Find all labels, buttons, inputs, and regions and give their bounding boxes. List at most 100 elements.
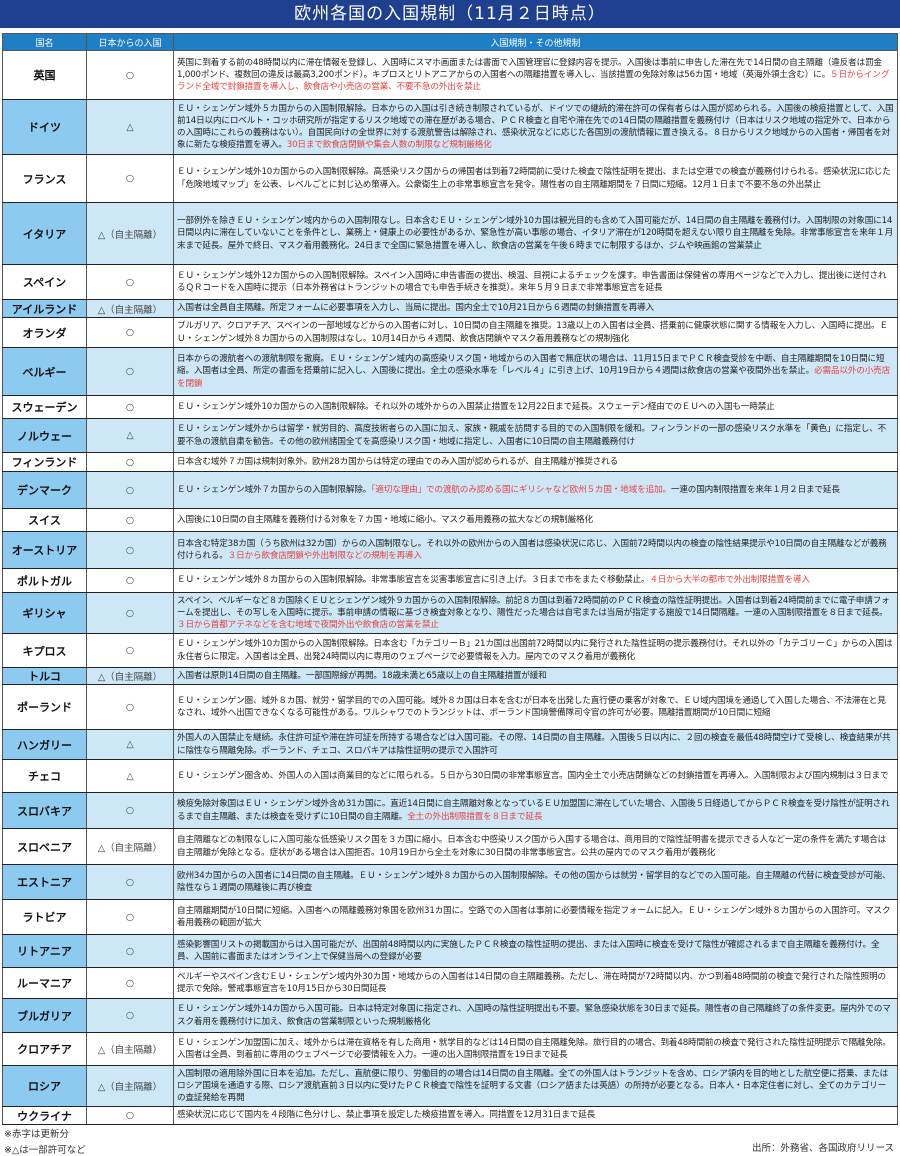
regulation-text: ＥＵ・シェンゲン圏含め、外国人の入国は商業目的などに限られる。５日から30日間の… <box>173 759 898 793</box>
regulation-main: 欧州34カ国からの入国者に14日間の自主隔離。ＥＵ・シェンゲン域外８カ国からの入… <box>177 870 891 893</box>
country-name: 英国 <box>2 50 87 100</box>
table-row: ハンガリー △ 外国人の入国禁止を継続。永住許可証や滞在許可証を所持する場合などは入… <box>2 729 898 760</box>
header-rules: 入国規制・その他規制 <box>173 33 898 51</box>
entry-status: ○ <box>86 452 174 472</box>
footnote-triangle: ※△は一部許可など <box>4 1145 86 1156</box>
regulation-text: ＥＵ・シェンゲン域外10カ国からの入国制限解除。日本含む「カテゴリーＢ」21カ国… <box>173 633 898 668</box>
table-row: ラトビア ○ 自主隔離期間が10日間に短縮。入国者への隔離義務対象国を欧州31カ国に… <box>2 899 898 935</box>
entry-status: △（自主隔離） <box>86 1032 174 1066</box>
country-name: スペイン <box>2 264 87 300</box>
regulation-text: 一部例外を除きＥＵ・シェンゲン域内からの入国制限なし。日本含むＥＵ・シェンゲン域… <box>173 202 898 265</box>
entry-status: △（自主隔離） <box>86 202 174 265</box>
regulation-text: 外国人の入国禁止を継続。永住許可証や滞在許可証を所持する場合などは入国可能。その… <box>173 729 898 760</box>
table-row: クロアチア △（自主隔離） ＥＵ・シェンゲン加盟国に加え、域外からは滞在資格を有した… <box>2 1032 898 1066</box>
regulation-main: ＥＵ・シェンゲン域外12カ国からの入国制限解除。スペイン入国時に申告書面の提出、… <box>177 270 887 293</box>
regulation-text: ＥＵ・シェンゲン域外からは留学・就労目的、高度技術者らの入国に加え、家族・親戚を… <box>173 418 898 453</box>
regulation-main: ＥＵ・シェンゲン域外８カ国からの入国制限解除。非常事態宣言を災害事態宣言に引き上… <box>177 575 650 586</box>
regulation-main: 日本からの渡航者への渡航制限を撤廃。ＥＵ・シェンゲン域内の高感染リスク国・地域か… <box>177 354 885 377</box>
regulation-main: ブルガリア、クロアチア、スペインの一部地域などからの入国者に対し、10日間の自主… <box>177 321 888 344</box>
table-row: ポーランド ○ ＥＵ・シェンゲン圏、域外８カ国、就労・留学目的での入国可能。域外８カ… <box>2 684 898 730</box>
regulation-text: 日本含む域外７カ国は規制対象外。欧州28カ国からは特定の理由でのみ入国が認められ… <box>173 452 898 472</box>
country-name: オーストリア <box>2 531 87 569</box>
regulation-main: 日本含む域外７カ国は規制対象外。欧州28カ国からは特定の理由でのみ入国が認められ… <box>177 456 619 467</box>
entry-status: △ <box>86 99 174 155</box>
country-name: イタリア <box>2 202 87 265</box>
entry-status: ○ <box>86 684 174 730</box>
country-name: スロバキア <box>2 792 87 829</box>
country-name: デンマーク <box>2 471 87 509</box>
entry-status: △（自主隔離） <box>86 667 174 685</box>
country-name: スロベニア <box>2 828 87 865</box>
country-name: クロアチア <box>2 1032 87 1066</box>
regulation-main: 自主隔離などの制限なしに入国可能な低感染リスク国を３カ国に縮小。日本含む中感染リ… <box>177 835 887 858</box>
country-name: ルーマニア <box>2 967 87 999</box>
entry-status: ○ <box>86 317 174 348</box>
entry-status: △（自主隔離） <box>86 828 174 865</box>
regulation-update: 30日まで飲食店閉鎖や集会人数の制限など規制厳格化 <box>286 140 492 151</box>
table-row: ドイツ △ ＥＵ・シェンゲン域外５カ国からの入国制限解除。日本からの入国は引き続き制… <box>2 99 898 155</box>
entry-status: ○ <box>86 792 174 829</box>
entry-status: △ <box>86 729 174 760</box>
table-row: デンマーク ○ ＥＵ・シェンゲン域外７カ国からの入国制限解除。「適切な理由」での渡航… <box>2 471 898 509</box>
regulation-update: ４日から大半の都市で外出制限措置を導入 <box>649 575 810 586</box>
regulation-text: ＥＵ・シェンゲン域外７カ国からの入国制限解除。「適切な理由」での渡航のみ認める国… <box>173 471 898 509</box>
entry-status: △（自主隔離） <box>86 1065 174 1107</box>
regulation-text: 欧州34カ国からの入国者に14日間の自主隔離。ＥＵ・シェンゲン域外８カ国からの入… <box>173 864 898 900</box>
regulation-update: 「適切な理由」での渡航のみ認める国にギリシャなど欧州５カ国・地域を追加。 <box>371 484 671 495</box>
regulation-main: 自主隔離期間が10日間に短縮。入国者への隔離義務対象国を欧州31カ国に。空路での… <box>177 905 891 928</box>
header-entry: 日本からの入国 <box>86 33 174 51</box>
country-name: ハンガリー <box>2 729 87 760</box>
regulation-main: ベルギーやスペイン含むＥＵ・シェンゲン域内外30カ国・地域からの入国者は14日間… <box>177 971 886 994</box>
regulation-text: 自主隔離などの制限なしに入国可能な低感染リスク国を３カ国に縮小。日本含む中感染リ… <box>173 828 898 865</box>
header-country: 国名 <box>2 33 87 51</box>
table-row: スロバキア ○ 検疫免除対象国はＥＵ・シェンゲン域外含め31カ国に。直近14日間に自… <box>2 792 898 829</box>
country-name: アイルランド <box>2 299 87 318</box>
regulation-update: 必需品以外の小売店を閉鎖 <box>177 366 891 389</box>
regulation-main: ＥＵ・シェンゲン域外10カ国からの入国制限解除。それ以外の域外からの入国禁止措置… <box>177 401 775 412</box>
country-name: スウェーデン <box>2 395 87 419</box>
regulation-update: ５日からイングランド全域で封鎖措置を導入し、飲食店や小売店の営業、不要不急の外出… <box>177 69 890 93</box>
regulation-text: ＥＵ・シェンゲン域外５カ国からの入国制限解除。日本からの入国は引き続き制限されて… <box>173 99 898 155</box>
entry-status: △（自主隔離） <box>86 299 174 318</box>
table-row: ブルガリア ○ ＥＵ・シェンゲン域外14カ国から入国可能。日本は特定対象国に指定され… <box>2 998 898 1033</box>
table-row: オランダ ○ ブルガリア、クロアチア、スペインの一部地域などからの入国者に対し、10… <box>2 317 898 348</box>
table-row: ポルトガル ○ ＥＵ・シェンゲン域外８カ国からの入国制限解除。非常事態宣言を災害事態… <box>2 568 898 593</box>
regulation-text: ブルガリア、クロアチア、スペインの一部地域などからの入国者に対し、10日間の自主… <box>173 317 898 348</box>
entry-status: ○ <box>86 1106 174 1125</box>
country-name: ギリシャ <box>2 592 87 634</box>
regulation-text: ＥＵ・シェンゲン圏、域外８カ国、就労・留学目的での入国可能。域外８カ国は日本を含… <box>173 684 898 730</box>
regulation-text: ＥＵ・シェンゲン域外12カ国からの入国制限解除。スペイン入国時に申告書面の提出、… <box>173 264 898 300</box>
country-name: スイス <box>2 508 87 532</box>
regulation-text: ベルギーやスペイン含むＥＵ・シェンゲン域内外30カ国・地域からの入国者は14日間… <box>173 967 898 999</box>
regulation-text: 自主隔離期間が10日間に短縮。入国者への隔離義務対象国を欧州31カ国に。空路での… <box>173 899 898 935</box>
regulation-main: 外国人の入国禁止を継続。永住許可証や滞在許可証を所持する場合などは入国可能。その… <box>177 733 891 756</box>
entry-status: ○ <box>86 592 174 634</box>
entry-status: ○ <box>86 934 174 968</box>
table-row: オーストリア ○ 日本含む特定38カ国（うち欧州は32カ国）からの入国制限なし。それ… <box>2 531 898 569</box>
country-name: ノルウェー <box>2 418 87 453</box>
regulation-text: 英国に到着する前の48時間以内に滞在情報を登録し、入国時にスマホ画面または書面で… <box>173 50 898 100</box>
regulation-text: ＥＵ・シェンゲン域外10カ国からの入国制限解除。それ以外の域外からの入国禁止措置… <box>173 395 898 419</box>
regulation-main: 感染影響国リストの掲載国からは入国可能だが、出国前48時間以内に実施したＰＣＲ検… <box>177 939 880 962</box>
regulation-main: 検疫免除対象国はＥＵ・シェンゲン域外含め31カ国に。直近14日間に自主隔離対象と… <box>177 799 890 822</box>
regulation-text: ＥＵ・シェンゲン域外14カ国から入国可能。日本は特定対象国に指定され、入国時の陰… <box>173 998 898 1033</box>
country-name: チェコ <box>2 759 87 793</box>
regulation-main: ＥＵ・シェンゲン圏含め、外国人の入国は商業目的などに限られる。５日から30日間の… <box>177 770 889 781</box>
table-row: フィンランド ○ 日本含む域外７カ国は規制対象外。欧州28カ国からは特定の理由でのみ… <box>2 452 898 472</box>
country-name: リトアニア <box>2 934 87 968</box>
regulation-text: ＥＵ・シェンゲン域外８カ国からの入国制限解除。非常事態宣言を災害事態宣言に引き上… <box>173 568 898 593</box>
entry-status: ○ <box>86 154 174 203</box>
regulation-main: ＥＵ・シェンゲン域外５カ国からの入国制限解除。日本からの入国は引き続き制限されて… <box>177 103 894 151</box>
country-name: ドイツ <box>2 99 87 155</box>
country-name: ブルガリア <box>2 998 87 1033</box>
country-name: ロシア <box>2 1065 87 1107</box>
regulation-text: 感染影響国リストの掲載国からは入国可能だが、出国前48時間以内に実施したＰＣＲ検… <box>173 934 898 968</box>
entry-status: ○ <box>86 508 174 532</box>
table-row: チェコ △ ＥＵ・シェンゲン圏含め、外国人の入国は商業目的などに限られる。５日から3… <box>2 759 898 793</box>
table-row: ウクライナ ○ 感染状況に応じて国内を４段階に色分けし、禁止事項を設定した検疫措置を… <box>2 1106 898 1125</box>
entry-status: ○ <box>86 967 174 999</box>
regulation-main: 一部例外を除きＥＵ・シェンゲン域内からの入国制限なし。日本含むＥＵ・シェンゲン域… <box>177 216 894 251</box>
regulation-main: ＥＵ・シェンゲン加盟国に加え、域外からは滞在資格を有した商用・就学目的などは14… <box>177 1037 891 1060</box>
country-name: ポーランド <box>2 684 87 730</box>
regulation-main: ＥＵ・シェンゲン域外10カ国からの入国制限解除。日本含む「カテゴリーＢ」21カ国… <box>177 639 893 662</box>
